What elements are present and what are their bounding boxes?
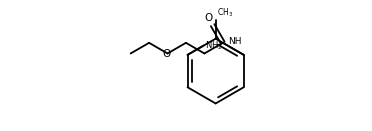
- Text: CH$_3$: CH$_3$: [217, 7, 233, 19]
- Text: O: O: [162, 49, 170, 59]
- Text: NH: NH: [228, 37, 241, 46]
- Text: O: O: [205, 13, 213, 23]
- Text: NH$_2$: NH$_2$: [205, 39, 222, 52]
